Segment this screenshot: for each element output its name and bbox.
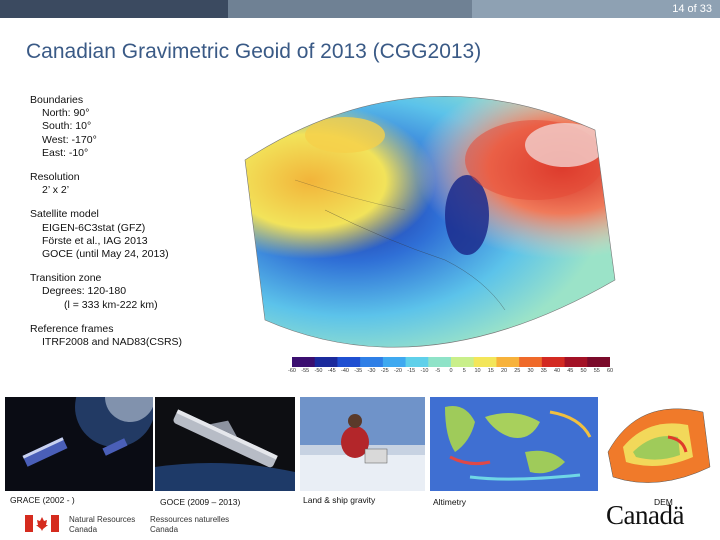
page-title: Canadian Gravimetric Geoid of 2013 (CGG2… (26, 40, 482, 63)
satellite-section: Satellite model EIGEN-6C3stat (GFZ) Förs… (30, 208, 182, 261)
goce-image (155, 397, 295, 491)
colorbar-swatch (564, 357, 588, 367)
nrcan-french: Ressources naturelles Canada (150, 515, 229, 534)
colorbar-tick-label: -25 (380, 368, 389, 374)
map-outline (244, 96, 616, 348)
boundary-south: South: 10° (42, 120, 92, 133)
colorbar-tick-label: 55 (593, 368, 600, 374)
colorbar-swatch (405, 357, 429, 367)
canada-flag-icon (25, 515, 59, 532)
transition-heading: Transition zone (30, 272, 102, 285)
colorbar-ticks: -60 -55 -50 -45 -40 -35 -30 -25 -20 -15 -10 -5 0 5 10 1… (288, 368, 614, 376)
land-ship-gravity-image (300, 397, 425, 491)
boundaries-heading: Boundaries (30, 94, 84, 106)
colorbar (292, 357, 610, 367)
geoid-map (244, 96, 616, 348)
colorbar-swatch (382, 357, 407, 367)
boundary-north: North: 90° (42, 107, 90, 120)
header-bar (0, 0, 720, 18)
colorbar-tick-label: -60 (288, 368, 296, 374)
boundary-west: West: -170° (42, 133, 97, 146)
colorbar-swatch (337, 357, 361, 367)
colorbar-swatch (360, 357, 384, 367)
colorbar-tick-label: 15 (487, 368, 494, 374)
satellite-heading: Satellite model (30, 208, 99, 221)
colorbar-swatch (473, 357, 497, 367)
colorbar-swatch (314, 357, 338, 367)
colorbar-swatch (451, 357, 475, 367)
nrcan-english-line2: Canada (69, 524, 98, 534)
geoid-surface (245, 96, 615, 348)
resolution-value: 2’ x 2’ (42, 184, 70, 197)
colorbar-tick-label: 45 (567, 368, 574, 374)
frames-section: Reference frames ITRF2008 and NAD83(CSRS… (30, 323, 182, 349)
altimetry-caption: Altimetry (433, 497, 467, 507)
colorbar-tick-label: 25 (514, 368, 521, 374)
grace-caption: GRACE (2002 - ) (10, 495, 75, 505)
satellite-goce: GOCE (until May 24, 2013) (42, 248, 169, 261)
colorbar-tick-label: -55 (301, 368, 310, 374)
colorbar-tick-label: -10 (420, 368, 429, 374)
colorbar-tick-label: -45 (327, 368, 336, 374)
dem-image (598, 397, 718, 491)
frames-heading: Reference frames (30, 322, 114, 335)
colorbar-tick-label: 10 (474, 368, 481, 374)
colorbar-tick-label: 0 (449, 368, 453, 374)
satellite-model: EIGEN-6C3stat (GFZ) (42, 221, 146, 234)
canada-wordmark: Canadä (606, 500, 684, 530)
colorbar-tick-label: -50 (314, 368, 323, 374)
colorbar-tick-label: 40 (553, 368, 561, 374)
colorbar-tick-label: 60 (606, 368, 614, 374)
colorbar-swatch (519, 357, 543, 367)
colorbar-tick-label: 5 (462, 368, 466, 374)
colorbar-tick-label: -30 (367, 368, 376, 374)
geoid-specs: Boundaries North: 90° South: 10° West: -… (30, 94, 182, 360)
transition-section: Transition zone Degrees: 120-180 (l = 33… (30, 272, 182, 312)
colorbar-tick-label: 30 (527, 368, 534, 374)
transition-lengths: (l = 333 km-222 km) (64, 298, 158, 311)
colorbar-tick-label: -15 (407, 368, 416, 374)
colorbar-swatch (587, 357, 610, 367)
colorbar-swatch (496, 357, 520, 367)
satellite-reference: Förste et al., IAG 2013 (42, 234, 148, 247)
goce-caption: GOCE (2009 – 2013) (160, 497, 241, 507)
frames-value: ITRF2008 and NAD83(CSRS) (42, 336, 183, 349)
colorbar-swatch (292, 357, 316, 367)
nrcan-french-line2: Canada (150, 524, 179, 534)
boundaries-section: Boundaries North: 90° South: 10° West: -… (30, 94, 182, 160)
colorbar-tick-label: -35 (354, 368, 363, 374)
colorbar-tick-label: -5 (435, 368, 441, 374)
resolution-section: Resolution 2’ x 2’ (30, 171, 182, 197)
altimetry-image (430, 397, 600, 491)
transition-degrees: Degrees: 120-180 (42, 285, 127, 298)
colorbar-tick-label: -20 (394, 368, 402, 374)
colorbar-swatch (428, 357, 452, 367)
nrcan-english-line1: Natural Resources (69, 515, 136, 524)
nrcan-french-line1: Ressources naturelles (150, 515, 230, 524)
colorbar-tick-label: -40 (341, 368, 349, 374)
page-number: 14 of 33 (672, 3, 712, 15)
colorbar-tick-label: 50 (580, 368, 587, 374)
colorbar-tick-label: 35 (540, 368, 547, 374)
colorbar-swatch (541, 357, 566, 367)
boundary-east: East: -10° (42, 146, 89, 159)
colorbar-tick-label: 20 (500, 368, 508, 374)
resolution-heading: Resolution (30, 171, 80, 184)
grace-image (5, 397, 153, 491)
land-ship-caption: Land & ship gravity (303, 495, 376, 505)
nrcan-english: Natural Resources Canada (69, 515, 135, 534)
dem-caption: DEM (654, 497, 673, 507)
